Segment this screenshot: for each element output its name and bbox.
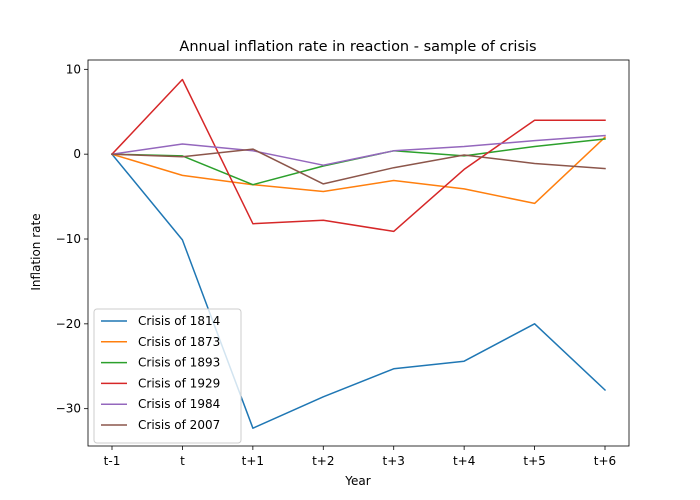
legend-label: Crisis of 1873 bbox=[138, 335, 220, 349]
y-tick-label: 0 bbox=[73, 147, 81, 161]
y-axis-title: Inflation rate bbox=[29, 213, 43, 290]
x-tick-label: t+2 bbox=[312, 454, 334, 468]
y-tick-label: 10 bbox=[66, 62, 81, 76]
x-tick-label: t+3 bbox=[383, 454, 405, 468]
y-tick-label: −10 bbox=[56, 232, 81, 246]
legend: Crisis of 1814 Crisis of 1873 Crisis of 18… bbox=[93, 308, 242, 444]
series-line-crisis-of-1893 bbox=[111, 138, 606, 186]
series-line-crisis-of-1814 bbox=[110, 153, 607, 429]
legend-label: Crisis of 1893 bbox=[138, 356, 220, 370]
plot-frame bbox=[87, 59, 630, 447]
series-line-crisis-of-1929 bbox=[110, 78, 606, 233]
x-tick-label: t+5 bbox=[523, 454, 545, 468]
series-line-crisis-of-1873 bbox=[111, 136, 607, 205]
x-tick-label: t+1 bbox=[242, 454, 264, 468]
legend-label: Crisis of 1984 bbox=[138, 397, 220, 411]
legend-label: Crisis of 2007 bbox=[138, 418, 220, 432]
legend-label: Crisis of 1814 bbox=[138, 314, 220, 328]
x-tick-label: t bbox=[180, 454, 185, 468]
legend-label: Crisis of 1929 bbox=[138, 376, 220, 390]
y-tick-label: −30 bbox=[56, 402, 81, 416]
chart-title: Annual inflation rate in reaction - samp… bbox=[179, 39, 536, 55]
x-tick-label: t+4 bbox=[453, 454, 475, 468]
series-line-crisis-of-2007 bbox=[111, 148, 606, 185]
series-line-crisis-of-1984 bbox=[111, 134, 606, 166]
x-axis-title: Year bbox=[344, 474, 370, 488]
y-tick-label: −20 bbox=[56, 317, 81, 331]
plot-area: t-1 t t+1 t+2 t+3 t+4 t+5 t+6 10 0 −10 −20 −30 bbox=[56, 62, 617, 468]
x-tick-label: t+6 bbox=[594, 454, 616, 468]
x-tick-label: t-1 bbox=[104, 454, 121, 468]
legend-box bbox=[93, 308, 242, 444]
